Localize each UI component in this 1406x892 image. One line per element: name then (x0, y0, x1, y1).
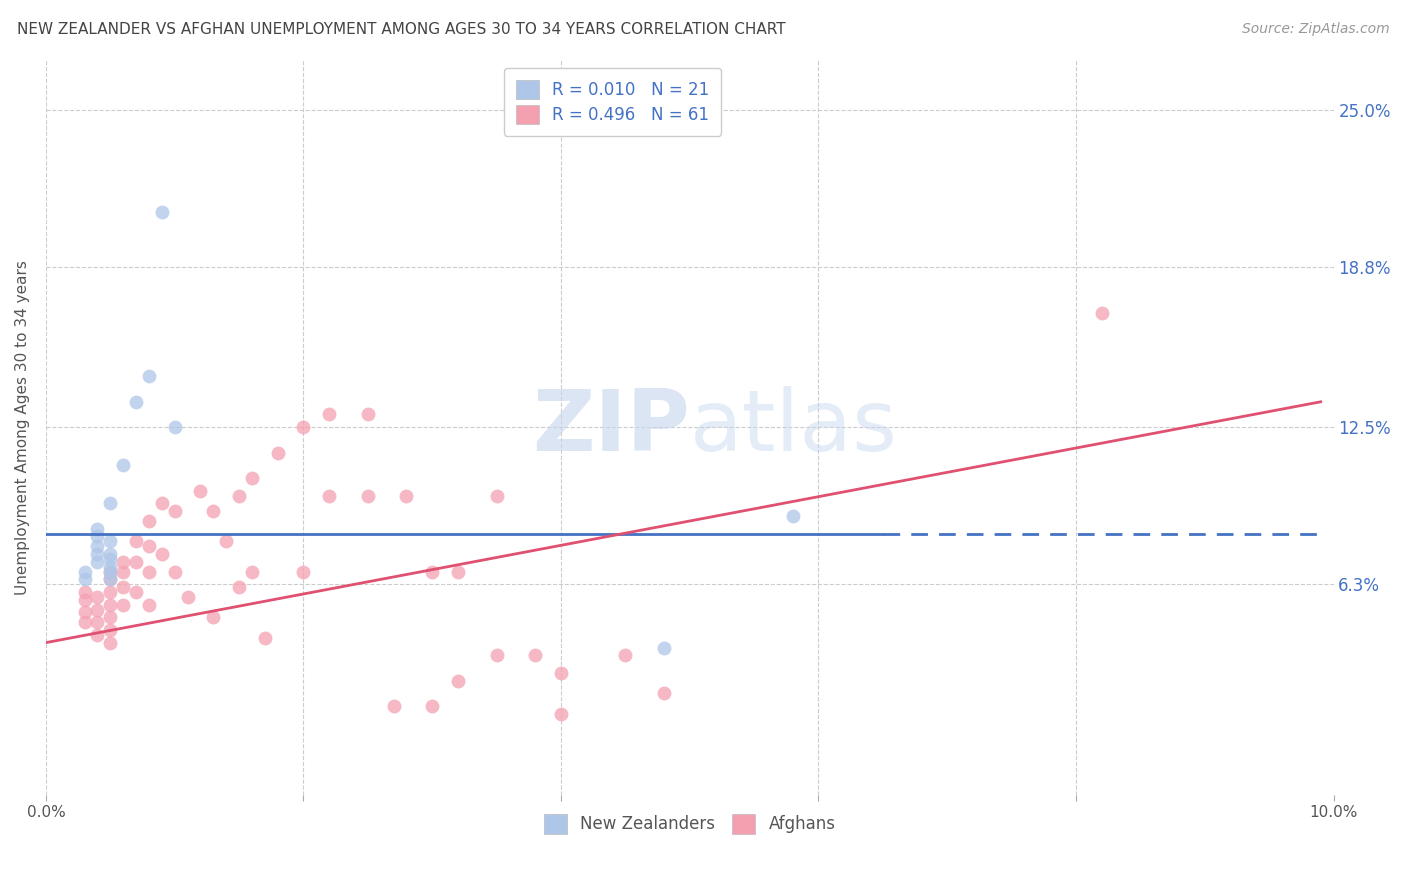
Point (357, 489, 380, 503)
Point (73, 585, 96, 599)
Point (98, 572, 121, 586)
Point (420, 698, 443, 713)
Text: NEW ZEALANDER VS AFGHAN UNEMPLOYMENT AMONG AGES 30 TO 34 YEARS CORRELATION CHART: NEW ZEALANDER VS AFGHAN UNEMPLOYMENT AMO… (17, 22, 786, 37)
Point (73, 572, 96, 586)
Point (98, 585, 121, 599)
Point (138, 514, 160, 528)
Point (138, 565, 160, 579)
Point (98, 623, 121, 637)
Point (138, 598, 160, 612)
Point (652, 640, 675, 655)
Point (98, 635, 121, 649)
Point (163, 565, 186, 579)
Point (202, 610, 225, 624)
Y-axis label: Unemployment Among Ages 30 to 34 years: Unemployment Among Ages 30 to 34 years (15, 260, 30, 595)
Point (176, 590, 198, 604)
Point (98, 559, 121, 574)
Point (73, 605, 96, 619)
Point (86, 547, 108, 561)
Point (138, 539, 160, 553)
Point (228, 489, 250, 503)
Point (163, 420, 186, 434)
Legend: New Zealanders, Afghans: New Zealanders, Afghans (531, 803, 848, 846)
Point (98, 565, 121, 579)
Point (447, 673, 470, 688)
Point (150, 547, 173, 561)
Point (86, 539, 108, 553)
Point (150, 204, 173, 219)
Point (98, 534, 121, 549)
Point (190, 483, 212, 498)
Point (98, 547, 121, 561)
Point (550, 706, 572, 721)
Point (73, 592, 96, 607)
Point (382, 698, 405, 713)
Point (240, 565, 263, 579)
Point (138, 369, 160, 384)
Point (125, 554, 148, 568)
Point (318, 408, 340, 422)
Point (86, 628, 108, 642)
Point (357, 408, 380, 422)
Point (292, 565, 315, 579)
Point (202, 504, 225, 518)
Point (163, 504, 186, 518)
Point (112, 458, 135, 472)
Point (228, 580, 250, 594)
Point (125, 585, 148, 599)
Point (614, 648, 637, 663)
Text: Source: ZipAtlas.com: Source: ZipAtlas.com (1241, 22, 1389, 37)
Point (550, 666, 572, 681)
Point (652, 686, 675, 700)
Point (485, 489, 508, 503)
Point (125, 534, 148, 549)
Point (112, 598, 135, 612)
Point (485, 648, 508, 663)
Point (98, 496, 121, 510)
Point (98, 598, 121, 612)
Point (98, 552, 121, 566)
Point (215, 534, 238, 549)
Point (98, 572, 121, 586)
Point (86, 615, 108, 630)
Point (86, 522, 108, 536)
Point (1091, 306, 1114, 320)
Point (86, 554, 108, 568)
Point (125, 394, 148, 409)
Point (240, 471, 263, 485)
Text: ZIP: ZIP (531, 385, 690, 468)
Point (86, 590, 108, 604)
Point (98, 565, 121, 579)
Point (86, 529, 108, 543)
Point (318, 489, 340, 503)
Point (112, 554, 135, 568)
Point (447, 565, 470, 579)
Point (112, 565, 135, 579)
Point (782, 508, 804, 523)
Point (112, 580, 135, 594)
Point (73, 615, 96, 630)
Point (524, 648, 547, 663)
Point (292, 420, 315, 434)
Point (420, 565, 443, 579)
Text: atlas: atlas (690, 385, 898, 468)
Point (98, 610, 121, 624)
Point (86, 602, 108, 616)
Point (267, 445, 290, 459)
Point (73, 565, 96, 579)
Point (150, 496, 173, 510)
Point (395, 489, 418, 503)
Point (253, 631, 276, 645)
